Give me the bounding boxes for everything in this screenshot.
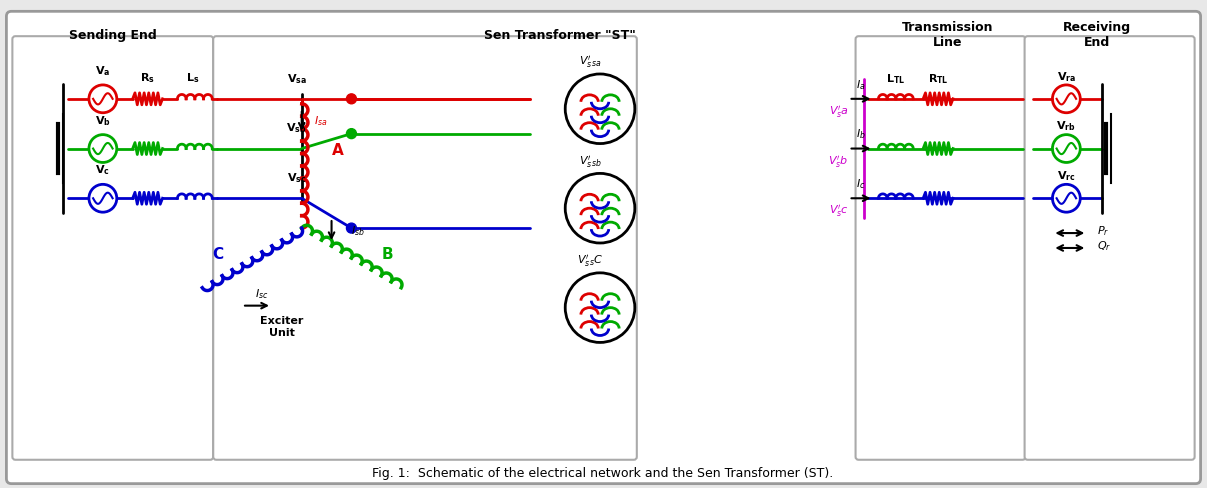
Text: $\bf{L_s}$: $\bf{L_s}$ [186,71,199,85]
Text: $\bf{V_{ra}}$: $\bf{V_{ra}}$ [1057,70,1075,83]
Text: $\bf{R_{TL}}$: $\bf{R_{TL}}$ [928,72,949,85]
Text: $V_s'a$: $V_s'a$ [829,104,849,120]
Text: Sen Transformer "ST": Sen Transformer "ST" [484,29,636,41]
Text: Unit: Unit [269,328,295,338]
FancyBboxPatch shape [856,37,1026,460]
Circle shape [346,224,356,234]
Text: $V_s'c$: $V_s'c$ [829,203,849,219]
Text: $\bf{V_c}$: $\bf{V_c}$ [95,163,110,177]
Text: $V_s'_{sb}$: $V_s'_{sb}$ [578,153,601,169]
FancyBboxPatch shape [214,37,637,460]
Text: $\bf{V_{rb}}$: $\bf{V_{rb}}$ [1056,120,1077,133]
FancyBboxPatch shape [1025,37,1195,460]
Text: $\bf{V_a}$: $\bf{V_a}$ [95,64,111,78]
Text: $I_a$: $I_a$ [856,78,865,92]
Text: $P_r$: $P_r$ [1097,224,1109,237]
Text: $\bf{V_{rc}}$: $\bf{V_{rc}}$ [1057,169,1075,183]
Text: $\bf{L_{TL}}$: $\bf{L_{TL}}$ [886,72,905,85]
FancyBboxPatch shape [12,37,214,460]
Text: A: A [332,142,343,157]
Text: B: B [381,246,393,262]
Text: Exciter: Exciter [261,315,303,325]
Text: Transmission
Line: Transmission Line [903,21,993,49]
Text: C: C [212,246,223,262]
Circle shape [346,95,356,104]
Text: $\bf{V_b}$: $\bf{V_b}$ [95,114,111,127]
Text: $\bf{V_{sb}}$: $\bf{V_{sb}}$ [286,122,307,135]
FancyBboxPatch shape [6,12,1201,484]
Text: $I_{sa}$: $I_{sa}$ [314,115,327,128]
Text: $\bf{R_s}$: $\bf{R_s}$ [140,71,154,85]
Text: $Q_r$: $Q_r$ [1097,239,1112,252]
Text: $I_{sb}$: $I_{sb}$ [351,224,366,237]
Text: $V_s'b$: $V_s'b$ [828,153,849,169]
Circle shape [346,129,356,139]
Text: $I_{sc}$: $I_{sc}$ [255,286,269,300]
Text: $I_c$: $I_c$ [856,177,865,191]
Text: $V_s'_{s}C$: $V_s'_{s}C$ [577,253,604,268]
Text: Receiving
End: Receiving End [1063,21,1131,49]
Text: $I_b$: $I_b$ [856,127,865,141]
Text: Fig. 1:  Schematic of the electrical network and the Sen Transformer (ST).: Fig. 1: Schematic of the electrical netw… [373,466,834,479]
Text: $V_s'_{sa}$: $V_s'_{sa}$ [579,54,601,70]
Text: $\bf{V_{sc}}$: $\bf{V_{sc}}$ [287,171,307,185]
Text: Sending End: Sending End [69,29,157,41]
Text: $\bf{V_{sa}}$: $\bf{V_{sa}}$ [287,72,307,85]
